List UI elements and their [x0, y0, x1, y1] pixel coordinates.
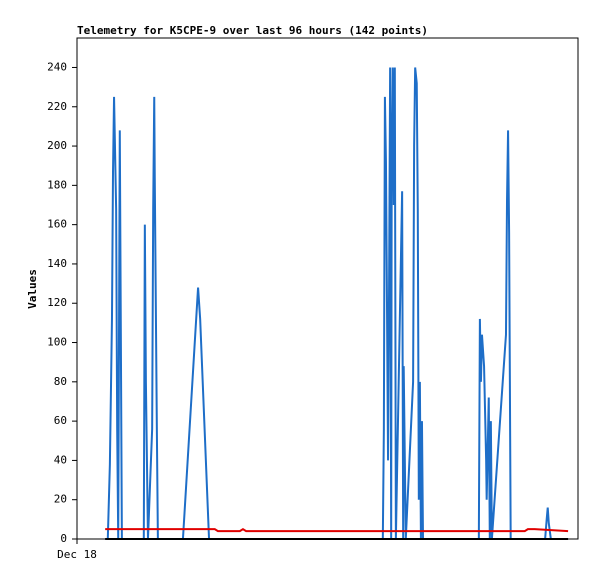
y-tick-label: 60 [54, 414, 67, 427]
y-tick-label: 40 [54, 453, 67, 466]
y-tick-label: 180 [47, 178, 67, 191]
y-tick-label: 200 [47, 139, 67, 152]
y-tick-label: 240 [47, 60, 67, 73]
y-tick-label: 140 [47, 257, 67, 270]
series-line [105, 67, 569, 540]
y-axis-label: Values [26, 269, 39, 309]
y-tick-label: 20 [54, 493, 67, 506]
y-tick-label: 100 [47, 336, 67, 349]
chart-title: Telemetry for K5CPE-9 over last 96 hours… [77, 24, 428, 37]
y-tick-label: 0 [60, 532, 67, 545]
y-tick-label: 220 [47, 100, 67, 113]
y-tick-label: 80 [54, 375, 67, 388]
series-line [105, 528, 569, 533]
y-tick-label: 160 [47, 218, 67, 231]
y-tick-label: 120 [47, 296, 67, 309]
x-tick-label: Dec 18 [57, 548, 97, 561]
